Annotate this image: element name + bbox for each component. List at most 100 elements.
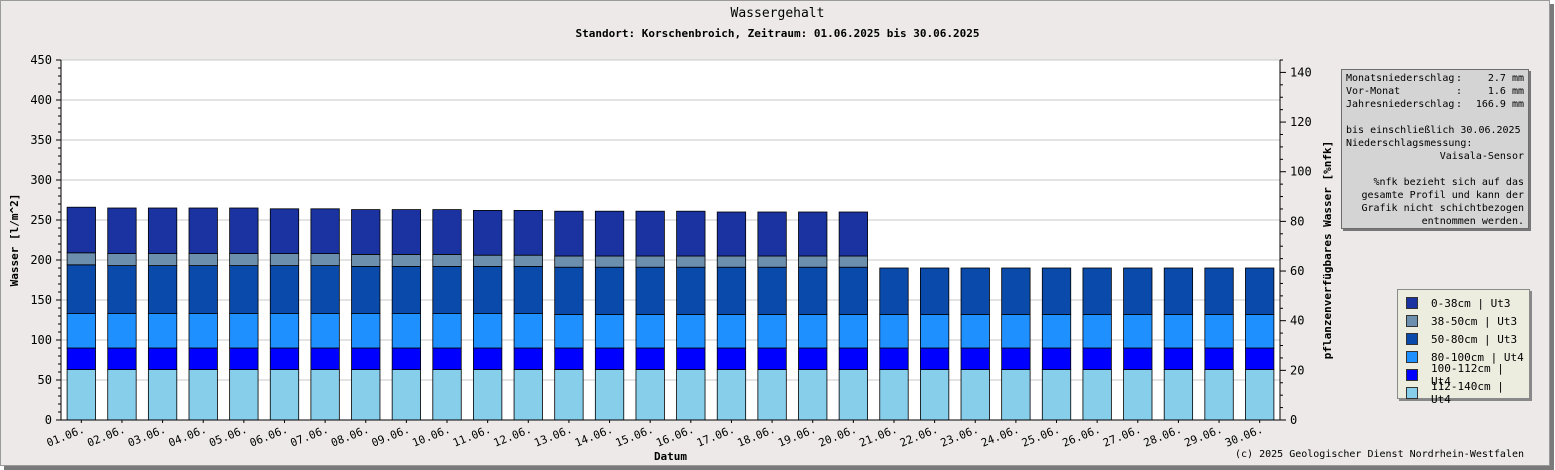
info-row-previous: Vor-Monat: 1.6 mm xyxy=(1346,85,1524,98)
y2-tick-label: 0 xyxy=(1290,413,1297,427)
info-value: 166.9 mm xyxy=(1475,99,1524,110)
y2-tick-label: 80 xyxy=(1290,214,1304,228)
bar-segment xyxy=(716,313,747,349)
legend-swatch xyxy=(1406,369,1418,381)
bar-segment xyxy=(1245,369,1275,421)
bar-segment xyxy=(594,369,625,421)
legend-swatch xyxy=(1406,351,1418,363)
bar-segment xyxy=(594,266,625,315)
x-tick-label: 22.06. xyxy=(898,423,940,450)
bar-segment xyxy=(1001,267,1031,315)
bar-segment xyxy=(1123,369,1153,421)
y2-tick-label: 20 xyxy=(1290,363,1304,377)
bar-segment xyxy=(229,253,259,267)
bar-segment xyxy=(432,265,462,314)
bar-segment xyxy=(554,266,584,315)
bar-segment xyxy=(310,369,340,421)
x-tick-label: 19.06. xyxy=(776,423,818,450)
bar-segment xyxy=(676,313,706,349)
bar-segment xyxy=(960,267,990,315)
bar-segment xyxy=(391,265,422,314)
bar-segment xyxy=(635,266,665,315)
bar-segment xyxy=(188,207,218,254)
bar-segment xyxy=(919,313,950,349)
bar-segment xyxy=(513,265,543,314)
y-tick-label: 0 xyxy=(45,413,52,427)
bar-segment xyxy=(798,255,828,268)
bar-segment xyxy=(66,252,96,266)
plot-area xyxy=(61,60,1280,420)
info-label: Monatsniederschlag xyxy=(1346,73,1455,84)
bar-segment xyxy=(1245,313,1275,349)
x-tick-label: 28.06. xyxy=(1142,423,1184,450)
y2-tick-label: 40 xyxy=(1290,314,1304,328)
bar-segment xyxy=(838,347,868,371)
bar-segment xyxy=(310,253,340,267)
legend-item: 38-50cm | Ut3 xyxy=(1406,312,1529,330)
bar-segment xyxy=(676,210,706,257)
legend: 0-38cm | Ut3 38-50cm | Ut3 50-80cm | Ut3 80… xyxy=(1397,289,1530,406)
bar-segment xyxy=(513,313,543,349)
bar-segment xyxy=(310,313,340,349)
bar-segment xyxy=(919,267,950,315)
bar-segment xyxy=(351,313,381,349)
info-sep: : xyxy=(1456,73,1463,84)
bar-segment xyxy=(594,255,625,268)
bar-segment xyxy=(513,369,543,421)
bar-segment xyxy=(229,369,259,421)
bar-segment xyxy=(960,313,990,349)
bar-segment xyxy=(635,369,665,421)
bar-segment xyxy=(1123,313,1153,349)
bar-segment xyxy=(1041,347,1072,371)
bar-segment xyxy=(1245,347,1275,371)
info-sep: : xyxy=(1456,86,1463,97)
bar-segment xyxy=(188,369,218,421)
x-tick-label: 27.06. xyxy=(1101,423,1143,450)
bar-segment xyxy=(1001,369,1031,421)
bar-segment xyxy=(554,347,584,371)
y-tick-label: 100 xyxy=(30,333,52,347)
legend-swatch xyxy=(1406,333,1418,345)
bar-segment xyxy=(391,209,422,255)
y2-tick-label: 120 xyxy=(1290,115,1312,129)
chart-subtitle: Standort: Korschenbroich, Zeitraum: 01.0… xyxy=(575,27,980,40)
bar-segment xyxy=(310,347,340,371)
bar-segment xyxy=(798,266,828,315)
bar-segment xyxy=(635,210,665,257)
bar-segment xyxy=(879,267,909,315)
bar-segment xyxy=(1082,267,1112,315)
y-tick-label: 200 xyxy=(30,253,52,267)
bar-segment xyxy=(676,266,706,315)
x-tick-label: 15.06. xyxy=(614,423,656,450)
bar-segment xyxy=(107,265,137,315)
bar-segment xyxy=(473,265,503,314)
x-tick-label: 11.06. xyxy=(451,423,493,450)
bar-segment xyxy=(798,211,828,257)
bar-segment xyxy=(716,347,747,371)
y-tick-label: 250 xyxy=(30,213,52,227)
bar-segment xyxy=(269,208,300,255)
bar-segment xyxy=(716,266,747,315)
bar-segment xyxy=(1123,267,1153,315)
bar-segment xyxy=(310,265,340,315)
bar-segment xyxy=(473,369,503,421)
x-tick-label: 05.06. xyxy=(207,423,249,450)
x-tick-label: 24.06. xyxy=(979,423,1021,450)
bar-segment xyxy=(432,313,462,349)
info-label: Jahresniederschlag xyxy=(1346,99,1455,110)
bar-segment xyxy=(229,207,259,254)
bar-segment xyxy=(676,347,706,371)
bar-segment xyxy=(432,209,462,255)
bar-segment xyxy=(594,313,625,349)
bar-segment xyxy=(66,347,96,371)
bar-segment xyxy=(513,347,543,371)
bar-segment xyxy=(1204,369,1234,421)
bar-segment xyxy=(188,313,218,349)
bar-segment xyxy=(1041,369,1072,421)
bar-segment xyxy=(1163,313,1194,349)
bar-segment xyxy=(1041,313,1072,349)
bar-segment xyxy=(757,313,787,349)
info-sep: : xyxy=(1456,99,1463,110)
bar-segment xyxy=(351,369,381,421)
bar-segment xyxy=(838,369,868,421)
